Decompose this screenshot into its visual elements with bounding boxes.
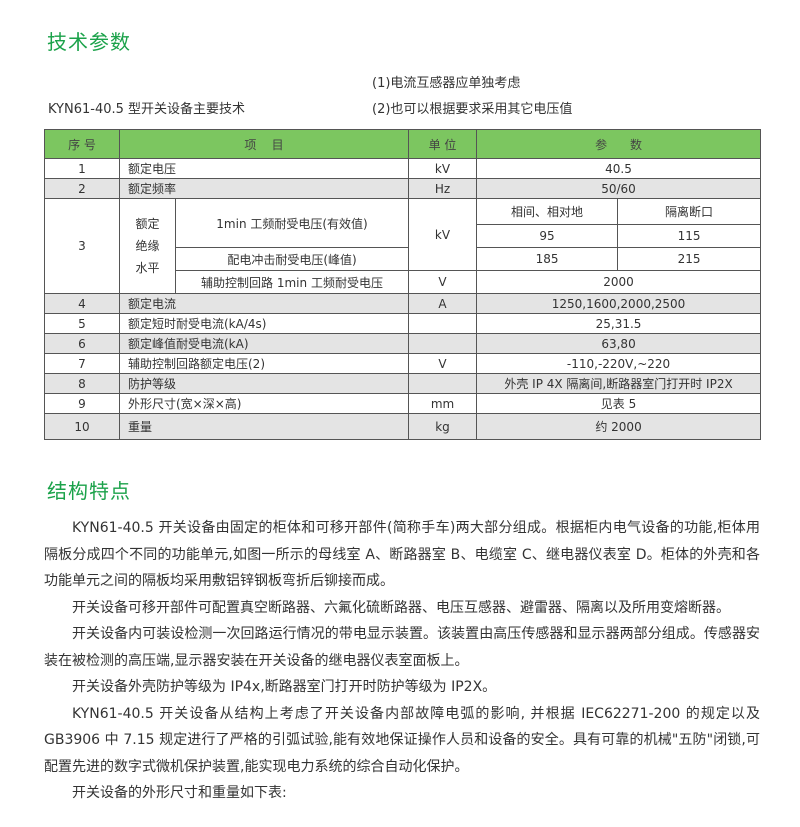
tech-params-table: 序 号 项 目 单 位 参 数 1 额定电压 kV 40.5 2 额定频率 Hz… <box>44 129 762 440</box>
header-params: 参 数 <box>476 129 762 159</box>
subheader-isolation: 隔离断口 <box>617 198 762 225</box>
cell-value: 215 <box>617 247 762 271</box>
cell-value: 外壳 IP 4X 隔离间,断路器室门打开时 IP2X <box>476 373 762 394</box>
note-2: (2)也可以根据要求采用其它电压值 <box>372 102 573 117</box>
cell-unit: kV <box>408 158 478 179</box>
cell-value: 40.5 <box>476 158 762 179</box>
cell-item: 额定电压 <box>118 158 410 179</box>
cell-value: 50/60 <box>476 178 762 199</box>
header-unit: 单 位 <box>408 129 478 159</box>
paragraph: 开关设备的外形尺寸和重量如下表: <box>72 785 287 801</box>
cell-unit <box>408 313 478 334</box>
table-row: 6 额定峰值耐受电流(kA) 63,80 <box>44 333 762 354</box>
cell-no: 1 <box>44 158 120 179</box>
cell-value: 185 <box>476 247 619 271</box>
cell-item: 重量 <box>118 413 410 440</box>
table-header-row: 序 号 项 目 单 位 参 数 <box>44 129 762 159</box>
table-row: 5 额定短时耐受电流(kA/4s) 25,31.5 <box>44 313 762 334</box>
cell-no: 7 <box>44 353 120 374</box>
paragraph: KYN61-40.5 开关设备由固定的柜体和可移开部件(简称手车)两大部分组成。… <box>44 520 760 589</box>
paragraph: 开关设备内可装设检测一次回路运行情况的带电显示装置。该装置由高压传感器和显示器两… <box>44 626 760 669</box>
cell-unit: V <box>408 270 478 294</box>
cell-item: 配电冲击耐受电压(峰值) <box>174 247 410 271</box>
cell-no: 9 <box>44 393 120 414</box>
cell-value: 115 <box>617 224 762 248</box>
cell-item: 防护等级 <box>118 373 410 394</box>
cell-value: 1250,1600,2000,2500 <box>476 293 762 314</box>
cell-unit: mm <box>408 393 478 414</box>
cell-unit: V <box>408 353 478 374</box>
cell-unit: A <box>408 293 478 314</box>
cell-item: 额定电流 <box>118 293 410 314</box>
cell-no: 10 <box>44 413 120 440</box>
table-row: 4 额定电流 A 1250,1600,2000,2500 <box>44 293 762 314</box>
header-no: 序 号 <box>44 129 120 159</box>
table-row: 辅助控制回路 1min 工频耐受电压 V 2000 <box>45 270 762 294</box>
structure-description: KYN61-40.5 开关设备由固定的柜体和可移开部件(简称手车)两大部分组成。… <box>44 515 760 807</box>
table-row: 1 额定电压 kV 40.5 <box>44 158 762 179</box>
note-1: (1)电流互感器应单独考虑 <box>372 76 521 91</box>
cell-item: 额定短时耐受电流(kA/4s) <box>118 313 410 334</box>
cell-value: 约 2000 <box>476 413 762 440</box>
cell-unit: kg <box>408 413 478 440</box>
paragraph: KYN61-40.5 开关设备从结构上考虑了开关设备内部故障电弧的影响, 并根据… <box>44 705 760 775</box>
paragraph: 开关设备可移开部件可配置真空断路器、六氟化硫断路器、电压互感器、避雷器、隔离以及… <box>72 599 730 616</box>
table-row: 3 额定 绝缘 水平 1min 工频耐受电压(有效值) kV 相间、相对地 隔离… <box>44 198 762 294</box>
cell-value: 95 <box>476 224 619 248</box>
cell-no: 4 <box>44 293 120 314</box>
table-row: 2 额定频率 Hz 50/60 <box>44 178 762 199</box>
cell-value: 63,80 <box>476 333 762 354</box>
cell-no: 2 <box>44 178 120 199</box>
cell-unit <box>408 333 478 354</box>
cell-value: 25,31.5 <box>476 313 762 334</box>
table-row: 95 115 <box>45 224 762 248</box>
table-row: 10 重量 kg 约 2000 <box>44 413 762 440</box>
section-title-tech-params: 技术参数 <box>47 30 131 54</box>
table-row: 8 防护等级 外壳 IP 4X 隔离间,断路器室门打开时 IP2X <box>44 373 762 394</box>
cell-item: 外形尺寸(宽×深×高) <box>118 393 410 414</box>
cell-no: 5 <box>44 313 120 334</box>
table-row: 9 外形尺寸(宽×深×高) mm 见表 5 <box>44 393 762 414</box>
cell-no: 3 <box>44 198 120 294</box>
header-item: 项 目 <box>118 129 410 159</box>
cell-item: 额定频率 <box>118 178 410 199</box>
table-caption: KYN61-40.5 型开关设备主要技术 <box>48 102 246 117</box>
cell-item: 1min 工频耐受电压(有效值) <box>174 198 410 248</box>
table-row: 配电冲击耐受电压(峰值) 185 215 <box>45 247 762 271</box>
cell-item: 额定峰值耐受电流(kA) <box>118 333 410 354</box>
cell-group: 额定 绝缘 水平 <box>119 198 176 294</box>
paragraph: 开关设备外壳防护等级为 IP4x,断路器室门打开时防护等级为 IP2X。 <box>72 679 497 695</box>
cell-no: 8 <box>44 373 120 394</box>
cell-unit: Hz <box>408 178 478 199</box>
section-title-structure: 结构特点 <box>47 479 131 503</box>
cell-item: 辅助控制回路 1min 工频耐受电压 <box>174 270 410 294</box>
cell-value: 2000 <box>476 270 762 294</box>
cell-item: 辅助控制回路额定电压(2) <box>118 353 410 374</box>
cell-unit: kV <box>408 198 478 271</box>
table-row: 7 辅助控制回路额定电压(2) V -110,-220V,~220 <box>44 353 762 374</box>
cell-no: 6 <box>44 333 120 354</box>
subheader-phase: 相间、相对地 <box>476 198 619 225</box>
cell-value: 见表 5 <box>476 393 762 414</box>
cell-unit <box>408 373 478 394</box>
cell-value: -110,-220V,~220 <box>476 353 762 374</box>
